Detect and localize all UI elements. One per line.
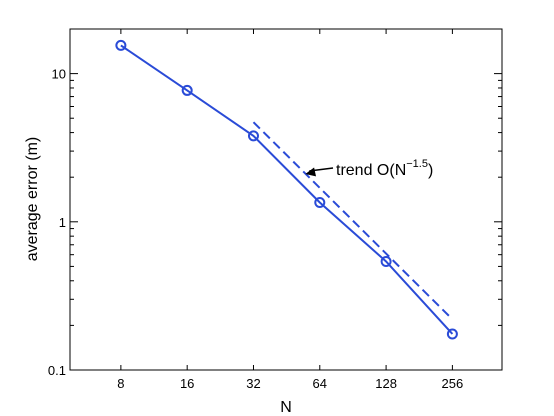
y-axis-label: average error (m)	[24, 137, 41, 261]
series-layer	[115, 39, 458, 340]
trend-annotation: trend O(N−1.5)	[305, 158, 433, 179]
data-point	[446, 328, 458, 340]
y-tick-label: 10	[52, 67, 66, 82]
data-point	[380, 255, 392, 267]
x-tick-label: 256	[442, 376, 464, 391]
plot-area-frame	[69, 28, 503, 371]
x-tick-label: 64	[313, 376, 327, 391]
y-tick-label: 0.1	[48, 363, 66, 378]
annotation-arrow-head	[305, 167, 317, 177]
series-line-trend	[252, 121, 454, 320]
x-axis-label: N	[280, 399, 292, 416]
annotation-text: trend O(N−1.5)	[336, 158, 433, 179]
x-tick-label: 32	[246, 376, 260, 391]
x-tick-label: 8	[117, 376, 124, 391]
y-tick-label: 1	[59, 215, 66, 230]
data-point	[115, 39, 127, 51]
x-tick-label: 16	[180, 376, 194, 391]
x-tick-label: 128	[375, 376, 397, 391]
data-point	[247, 130, 259, 142]
data-point	[314, 196, 326, 208]
data-point	[181, 84, 193, 96]
series-line-error	[120, 44, 454, 335]
axis-ticks: 8 16 32 64 128 256 0.1 1 10	[48, 28, 502, 391]
